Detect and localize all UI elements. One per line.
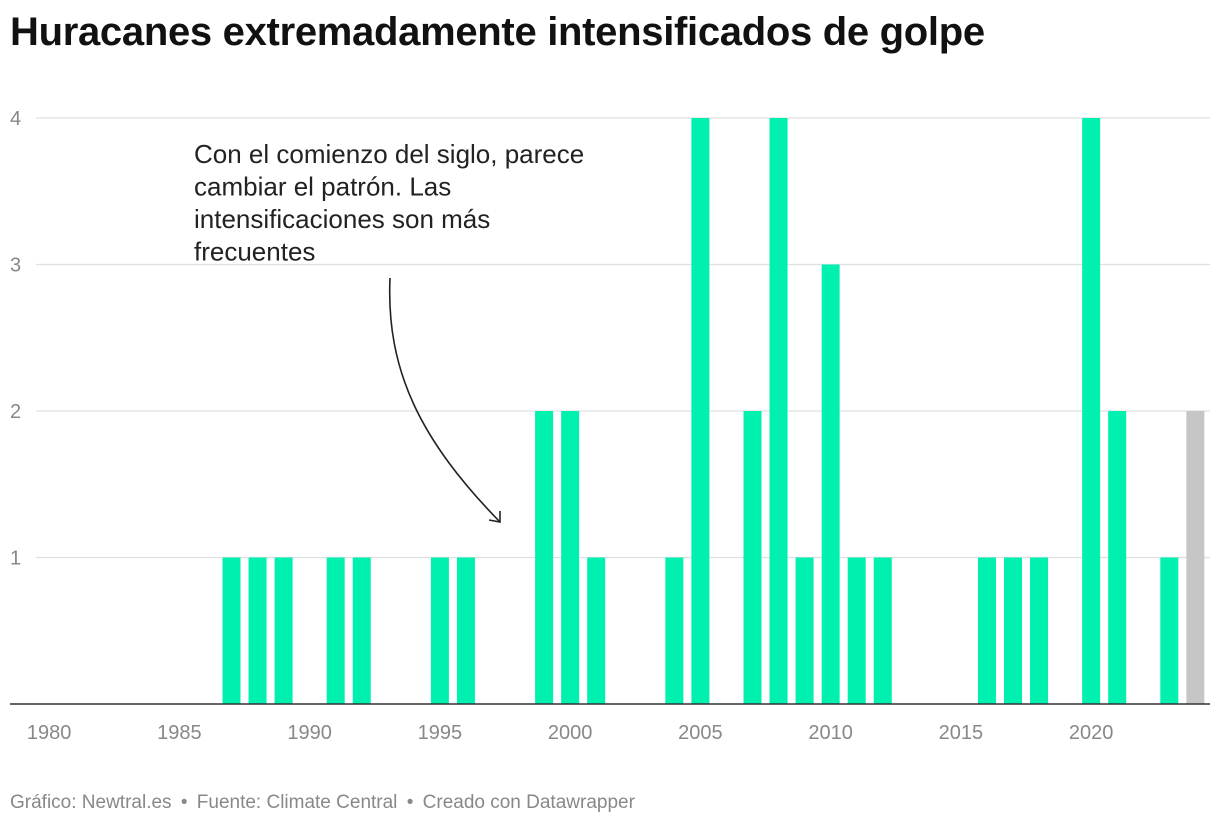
bar-chart: Con el comienzo del siglo, parece cambiar… (10, 108, 1210, 744)
bar-2001 (587, 557, 606, 704)
bar-1999 (535, 411, 554, 704)
y-tick-label: 1 (10, 548, 21, 570)
x-tick-label: 1980 (27, 722, 72, 744)
footer-separator: • (406, 792, 414, 813)
footer-created-with: Creado con Datawrapper (422, 792, 635, 813)
bar-2018 (1030, 557, 1049, 704)
bar-1992 (352, 557, 371, 704)
footer: Gráfico: Newtral.es • Fuente: Climate Ce… (10, 792, 635, 814)
annotation: Con el comienzo del siglo, parece cambiar… (194, 139, 584, 523)
bar-2016 (977, 557, 996, 704)
bar-2004 (665, 557, 684, 704)
annotation-arrow (388, 277, 501, 523)
bar-2020 (1082, 118, 1101, 704)
bar-2000 (561, 411, 580, 704)
y-axis-ticks: 1 2 3 4 (10, 108, 21, 570)
bar-1991 (326, 557, 345, 704)
y-tick-label: 2 (10, 401, 21, 423)
bar-2023 (1160, 557, 1179, 704)
annotation-line: frecuentes (194, 237, 315, 267)
bar-2008 (769, 118, 788, 704)
x-tick-label: 1990 (287, 722, 332, 744)
chart-title: Huracanes extremadamente intensificados … (10, 10, 985, 54)
bar-2011 (847, 557, 866, 704)
x-tick-label: 2010 (808, 722, 853, 744)
y-tick-label: 4 (10, 108, 21, 130)
y-tick-label: 3 (10, 255, 21, 277)
bar-2012 (873, 557, 892, 704)
bars (222, 118, 1205, 704)
bar-1995 (430, 557, 449, 704)
annotation-line: Con el comienzo del siglo, parece (194, 139, 584, 169)
bar-2024 (1186, 411, 1205, 704)
annotation-line: intensificaciones son más (194, 204, 490, 234)
annotation-arrowhead (488, 511, 501, 523)
bar-2017 (1004, 557, 1022, 704)
x-tick-label: 2020 (1069, 722, 1114, 744)
bar-2021 (1108, 411, 1127, 704)
footer-separator: • (180, 792, 188, 813)
bar-2010 (821, 264, 840, 704)
x-tick-label: 1985 (157, 722, 202, 744)
bar-1987 (222, 557, 241, 704)
bar-2007 (743, 411, 762, 704)
bar-1989 (274, 557, 293, 704)
x-tick-label: 2000 (548, 722, 593, 744)
x-tick-label: 1995 (418, 722, 463, 744)
footer-source: Fuente: Climate Central (196, 792, 398, 813)
x-tick-label: 2005 (678, 722, 723, 744)
x-axis-ticks: 1980 1985 1990 1995 2000 2005 2010 2015 2020 (27, 722, 1114, 744)
annotation-line: cambiar el patrón. Las (194, 172, 451, 202)
bar-2009 (795, 557, 814, 704)
annotation-text: Con el comienzo del siglo, parece cambiar… (194, 139, 584, 267)
bar-1996 (456, 557, 475, 704)
footer-graphic-credit: Gráfico: Newtral.es (10, 792, 172, 813)
bar-2005 (691, 118, 710, 704)
bar-1988 (248, 557, 267, 704)
x-tick-label: 2015 (939, 722, 984, 744)
